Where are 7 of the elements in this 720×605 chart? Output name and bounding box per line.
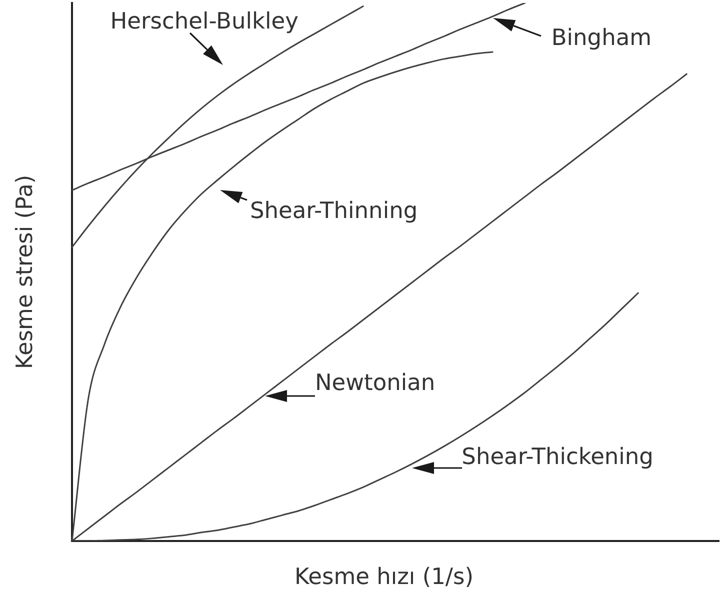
series-label: Shear-Thickening (462, 444, 654, 470)
series-label: Bingham (551, 25, 652, 52)
series-label: Shear-Thinning (250, 198, 418, 224)
x-axis-title: Kesme hızı (1/s) (294, 564, 474, 590)
series-label: Herschel-Bulkley (110, 8, 298, 34)
y-axis-title: Kesme stresi (Pa) (12, 174, 38, 370)
series-label: Newtonian (314, 370, 436, 396)
